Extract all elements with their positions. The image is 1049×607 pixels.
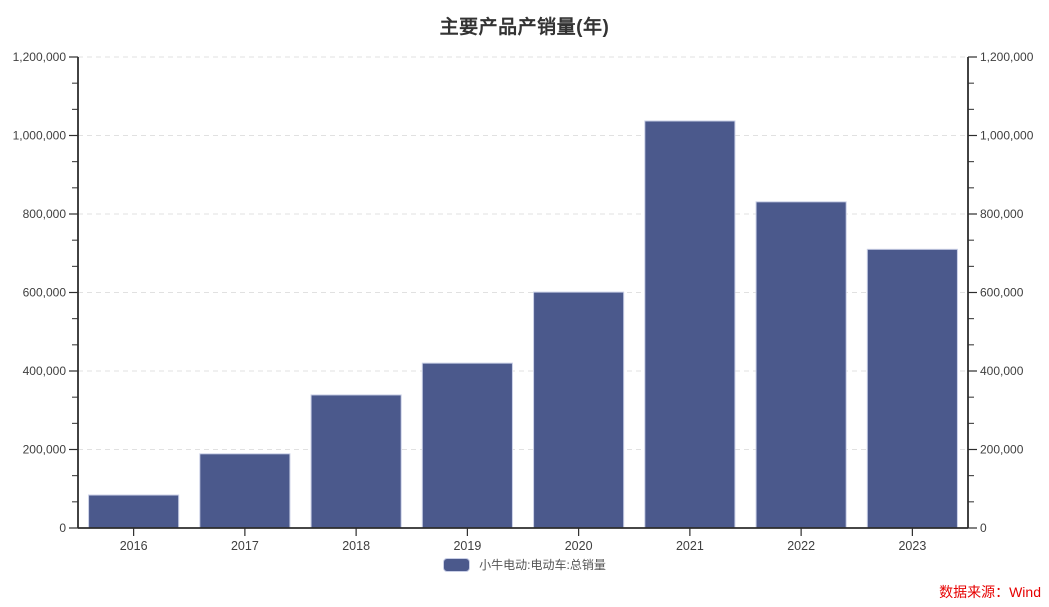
- chart-title: 主要产品产销量(年): [439, 17, 610, 38]
- x-axis-label: 2021: [676, 539, 704, 553]
- y-axis-label-right: 1,000,000: [980, 129, 1034, 143]
- y-axis-label-right: 400,000: [980, 364, 1024, 378]
- y-axis-label-right: 800,000: [980, 207, 1024, 221]
- bar-2016: [88, 494, 180, 529]
- y-axis-label-left: 600,000: [23, 286, 67, 300]
- y-axis-label-left: 1,200,000: [13, 50, 67, 64]
- x-axis-label: 2016: [120, 539, 148, 553]
- x-axis-label: 2022: [787, 539, 815, 553]
- bar-2020: [533, 291, 625, 529]
- x-axis-label: 2023: [898, 539, 926, 553]
- bar-2017: [199, 453, 291, 529]
- x-axis-label: 2017: [231, 539, 259, 553]
- y-axis-label-left: 1,000,000: [13, 129, 67, 143]
- bar-2023: [866, 248, 958, 529]
- y-axis-label-right: 0: [980, 521, 987, 535]
- bar-2018: [310, 394, 402, 529]
- y-axis-label-left: 400,000: [23, 364, 67, 378]
- legend-swatch: [443, 557, 471, 572]
- legend: 小牛电动:电动车:总销量: [0, 556, 1049, 573]
- y-axis-label-right: 600,000: [980, 286, 1024, 300]
- legend-label: 小牛电动:电动车:总销量: [479, 558, 606, 572]
- x-axis-label: 2020: [565, 539, 593, 553]
- data-source-note: 数据来源：Wind: [939, 584, 1041, 600]
- bar-2019: [421, 362, 513, 529]
- y-axis-label-left: 0: [59, 521, 66, 535]
- y-axis-label-right: 1,200,000: [980, 50, 1034, 64]
- y-axis-label-left: 800,000: [23, 207, 67, 221]
- x-axis-label: 2018: [342, 539, 370, 553]
- y-axis-label-left: 200,000: [23, 443, 67, 457]
- y-axis-label-right: 200,000: [980, 443, 1024, 457]
- x-axis-label: 2019: [453, 539, 481, 553]
- bar-2021: [644, 120, 736, 529]
- bar-2022: [755, 201, 847, 529]
